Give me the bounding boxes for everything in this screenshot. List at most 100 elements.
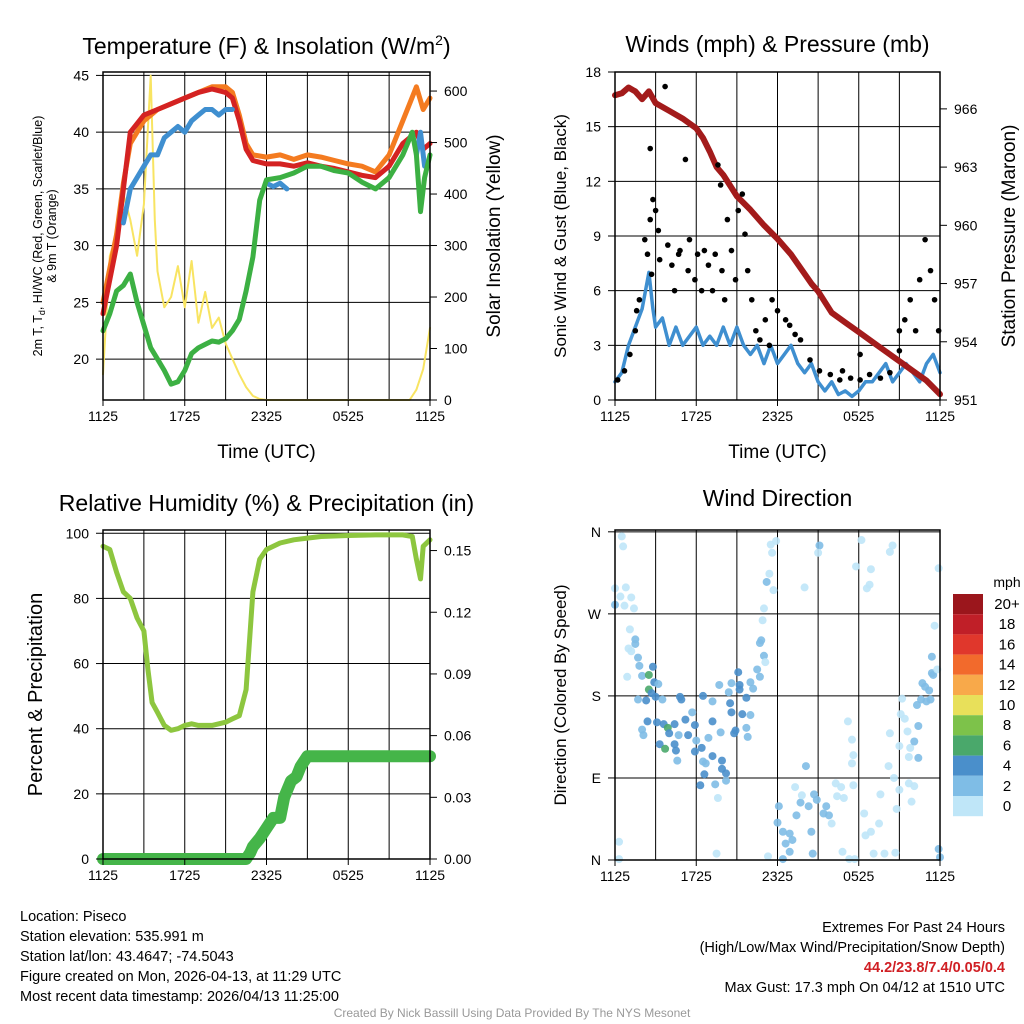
y-tick-label: N [591,852,601,868]
gust-point [621,368,628,374]
direction-point [708,697,717,706]
gust-point [753,327,759,334]
y2-tick-label: 600 [444,83,468,99]
direction-point [781,839,790,848]
gust-point [786,322,793,329]
chart-title: Wind Direction [703,485,853,511]
gust-point [847,375,854,381]
direction-point [812,795,821,804]
direction-point [906,743,915,752]
gust-point [748,296,755,303]
direction-point [778,827,787,836]
direction-point [708,752,717,761]
direction-point [849,751,858,760]
direction-point [674,731,683,740]
x-tick-label: 1125 [88,408,118,424]
gust-point [816,368,823,374]
gust-point [650,196,656,203]
direction-point [625,625,634,634]
direction-point [880,849,889,858]
gust-point [907,296,914,303]
gust-point [735,207,742,214]
panel-2: Winds (mph) & Pressure (mb) 1125 1725 2325 0… [551,31,1020,463]
series-9m-temperature [100,84,433,305]
gust-point [698,287,705,294]
y-tick-label: 45 [73,67,89,83]
direction-point [895,785,904,794]
direction-point [900,714,909,723]
direction-point [850,855,859,864]
direction-point [722,769,731,778]
direction-point [761,658,770,667]
y-tick-label: 30 [73,238,89,254]
direction-point [746,678,755,687]
y2-tick-label: 963 [954,159,978,175]
x-tick-label: 1125 [925,408,955,424]
gust-point [671,287,678,294]
direction-point [934,845,943,854]
gust-point [782,317,789,323]
gust-point [648,271,655,278]
gust-point [732,276,739,283]
gust-point [762,317,769,323]
direction-point [885,547,894,556]
direction-point [774,802,783,811]
direction-point [934,564,943,573]
x-tick-label: 0525 [333,408,364,424]
gust-point [827,371,834,378]
y2-tick-label: 100 [444,341,468,357]
x-tick-label: 1125 [600,868,630,884]
legend-swatch [953,775,983,796]
y-axis-label-line2: & 9m T (Orange) [45,189,59,282]
gust-point [807,357,813,363]
gust-point [694,251,701,258]
direction-point [797,791,806,800]
direction-point [635,661,644,670]
chart-title: Temperature (F) & Insolation (W/m2) [82,32,450,59]
direction-point [773,818,782,827]
x-tick-label: 1725 [169,408,200,424]
gust-point [647,145,654,152]
direction-point [849,781,858,790]
legend-label: 10 [999,697,1016,714]
gust-point [669,262,675,268]
direction-point [734,668,743,677]
legend-label: 16 [999,636,1016,653]
panel-1: Temperature (F) & Insolation (W/m2) 1125 1… [31,32,505,463]
y2-tick-label: 951 [954,392,978,408]
gust-point [916,276,923,283]
direction-point [639,731,648,740]
gust-point [717,182,724,188]
gust-point [721,296,728,303]
gust-point [719,267,725,274]
y2-tick-label: 400 [444,186,468,202]
direction-point [769,586,778,595]
y2-tick-label: 0.15 [444,543,471,559]
direction-point [827,819,836,828]
direction-point [926,695,935,704]
direction-point [671,746,680,755]
direction-point [839,794,848,803]
direction-point [772,536,781,545]
direction-point [726,699,735,708]
direction-point [860,809,869,818]
direction-point [670,720,679,729]
direction-point [862,584,871,593]
x-axis-label: Time (UTC) [728,442,827,463]
direction-point [690,747,699,756]
direction-point [758,616,767,625]
direction-point [677,695,686,704]
legend-title: mph [993,574,1020,590]
direction-point [634,695,643,704]
direction-point [903,727,912,736]
y-tick-label: W [588,606,602,622]
gust-point [836,377,843,383]
station-elevation: Station elevation: 535.991 m [20,929,204,945]
direction-point [847,759,856,768]
gust-point [652,207,659,214]
gust-point [857,377,863,383]
direction-point [629,604,638,613]
y2-axis-label: Solar Insolation (Yellow) [484,134,505,337]
location: Location: Piseco [20,909,127,925]
gust-point [797,337,804,343]
